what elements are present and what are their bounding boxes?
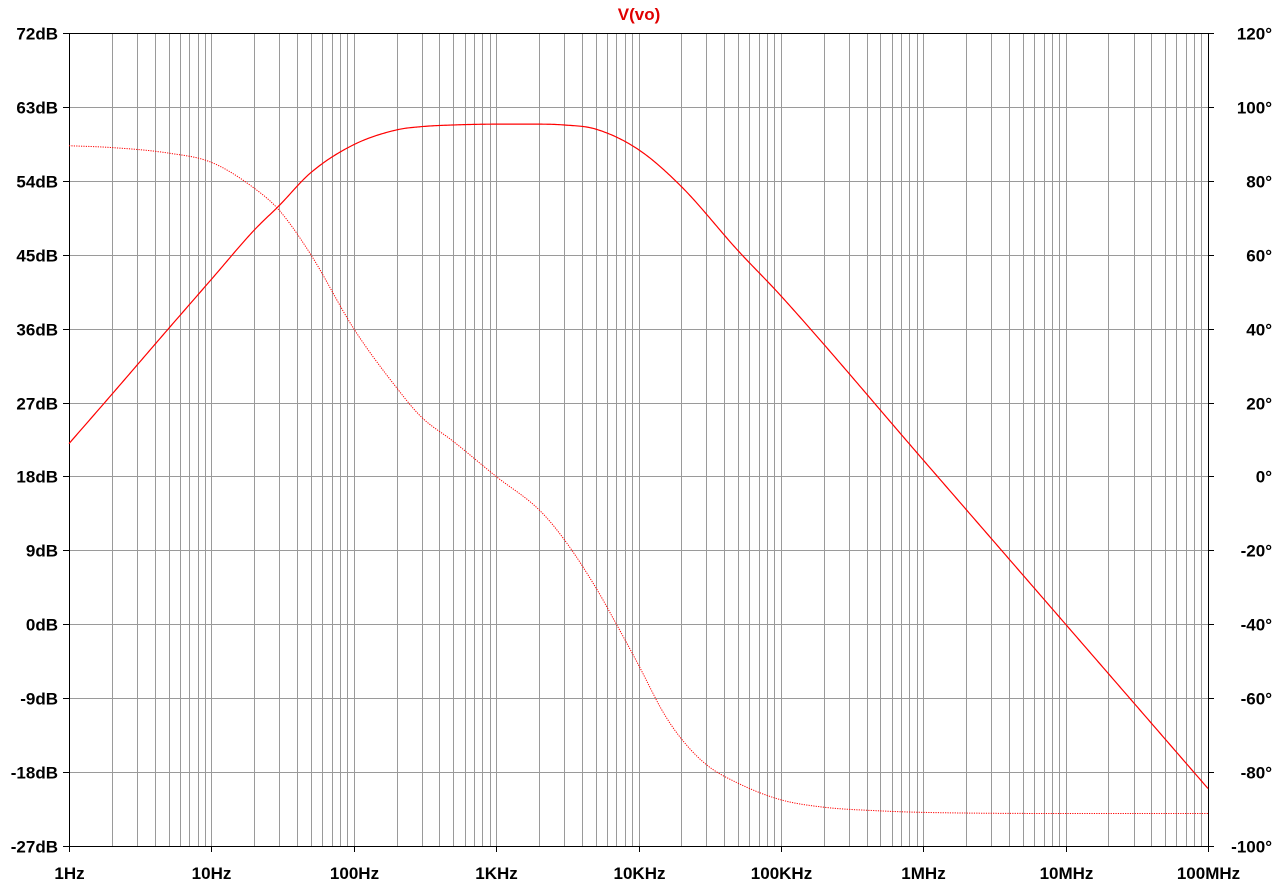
left-tick-label: 27dB: [16, 395, 58, 414]
x-tick-label: 10MHz: [1040, 864, 1094, 883]
axis-ticks: [63, 33, 1214, 852]
right-tick-label: -20°: [1241, 542, 1273, 561]
left-tick-label: 45dB: [16, 247, 58, 266]
right-tick-label: -60°: [1241, 690, 1273, 709]
right-tick-label: 40°: [1246, 321, 1272, 340]
left-tick-label: -9dB: [20, 690, 58, 709]
right-tick-label: 80°: [1246, 173, 1272, 192]
phase-series-line: [68, 145, 1208, 814]
x-tick-label: 100KHz: [751, 864, 812, 883]
right-tick-label: -40°: [1241, 616, 1273, 635]
axis-labels: 72dB 63dB 54dB 45dB 36dB 27dB 18dB 9dB 0dB -9dB -1…: [11, 25, 1272, 884]
right-tick-label: -80°: [1241, 764, 1273, 783]
x-tick-label: 1KHz: [475, 864, 518, 883]
left-tick-label: 9dB: [26, 542, 58, 561]
series-group: [68, 123, 1209, 814]
left-tick-label: 36dB: [16, 321, 58, 340]
left-tick-label: 54dB: [16, 173, 58, 192]
left-tick-label: 18dB: [16, 468, 58, 487]
left-tick-label: 63dB: [16, 99, 58, 118]
x-tick-label: 1MHz: [901, 864, 945, 883]
left-tick-label: 72dB: [16, 25, 58, 44]
right-tick-label: 120°: [1237, 25, 1272, 44]
x-tick-label: 10KHz: [614, 864, 666, 883]
x-tick-label: 100Hz: [330, 864, 379, 883]
right-tick-label: 100°: [1237, 99, 1272, 118]
right-tick-label: 20°: [1246, 395, 1272, 414]
x-tick-label: 100MHz: [1177, 864, 1240, 883]
grid: [69, 33, 1208, 846]
left-tick-label: 0dB: [26, 616, 58, 635]
x-tick-label: 10Hz: [192, 864, 232, 883]
right-tick-label: -100°: [1231, 838, 1272, 857]
right-tick-label: 60°: [1246, 247, 1272, 266]
chart-title: V(vo): [618, 5, 661, 24]
left-tick-label: -27dB: [11, 838, 58, 857]
right-tick-label: 0°: [1256, 468, 1272, 487]
magnitude-series-line: [68, 123, 1209, 789]
x-tick-label: 1Hz: [54, 864, 84, 883]
left-tick-label: -18dB: [11, 764, 58, 783]
